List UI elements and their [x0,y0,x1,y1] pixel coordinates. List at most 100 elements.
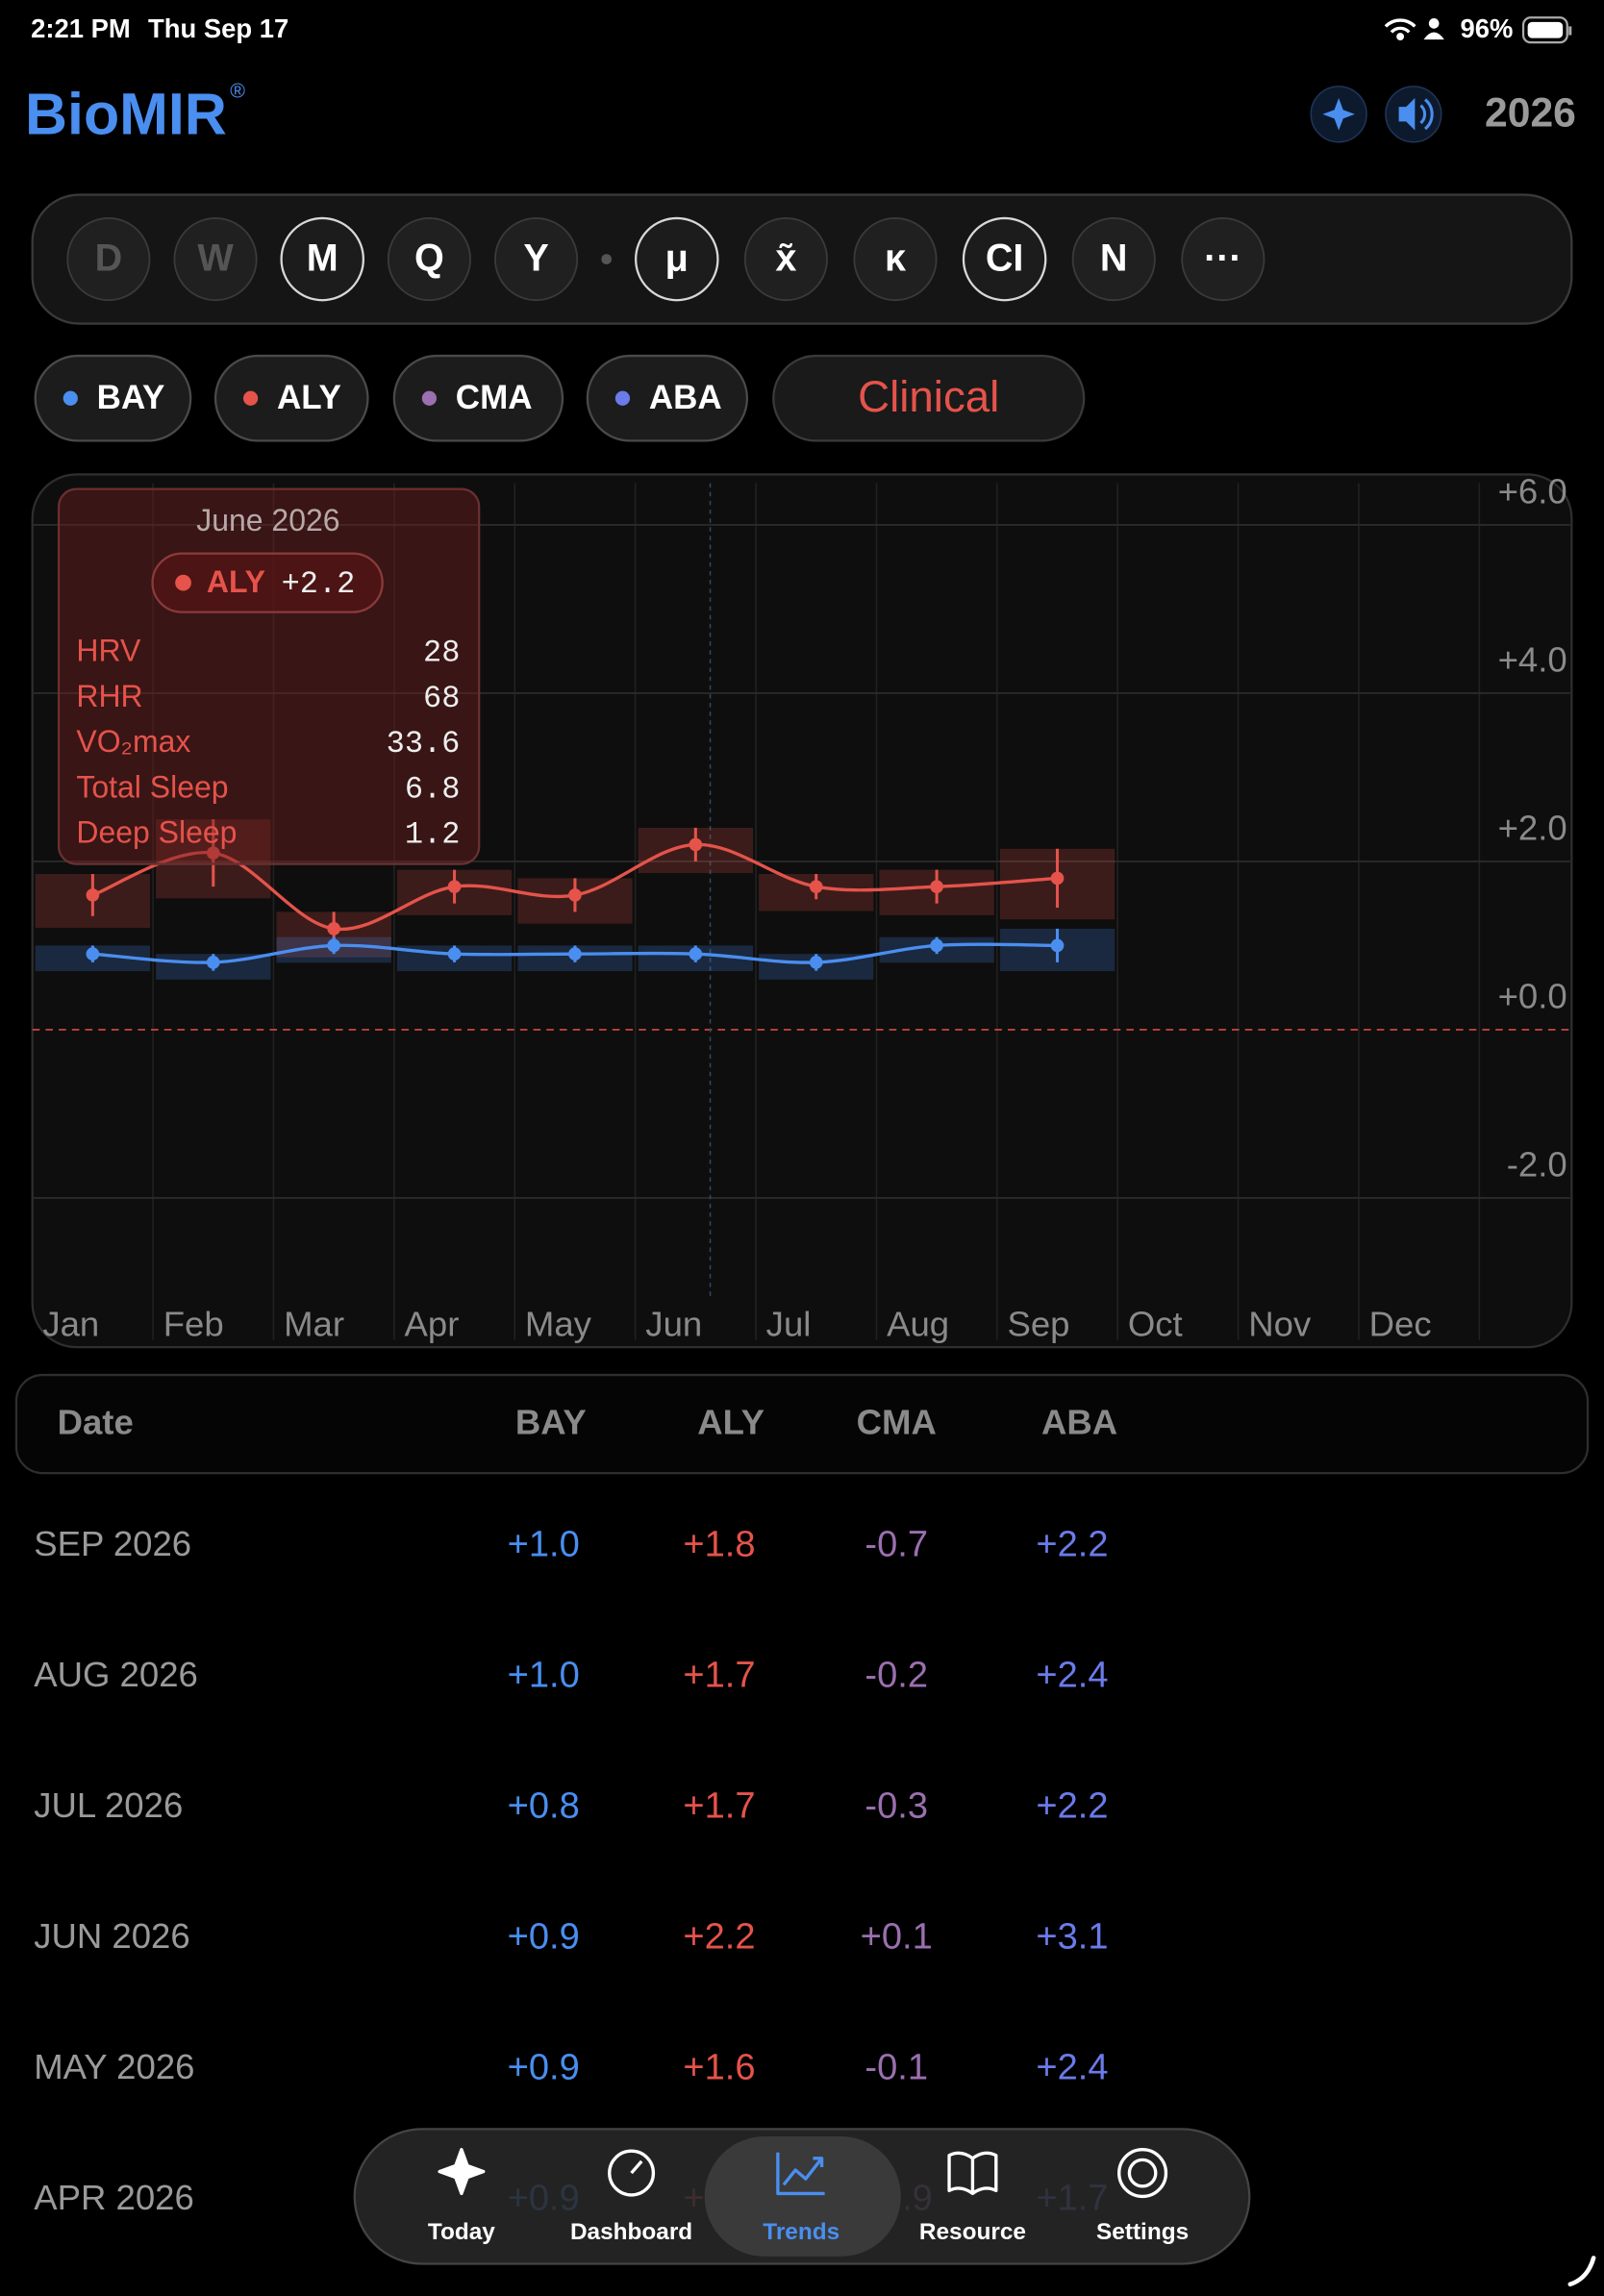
tab-icon [608,2149,656,2197]
data-point [86,947,100,961]
period-button-label: Q [414,237,444,280]
tooltip-chip-dot [175,574,191,591]
tab-icon [947,2151,998,2196]
table-row[interactable]: JUN 2026 +0.9 +2.2 +0.1 +3.1 [34,1916,1108,1957]
table-row[interactable]: JUL 2026 +0.8 +1.7 -0.3 +2.2 [34,1785,1108,1826]
tab[interactable]: Today [428,2148,495,2245]
period-button[interactable]: W [173,217,258,302]
period-button-label: ··· [1204,237,1242,280]
table-value: +1.6 [683,2047,755,2087]
period-button[interactable]: ··· [1181,217,1266,302]
tab-label: Today [428,2219,495,2245]
period-button[interactable]: M [280,216,365,302]
series-chip[interactable]: CMA [392,354,564,442]
period-button[interactable]: D [66,217,151,302]
tooltip-metric-value: 28 [423,636,460,671]
table-value: +3.1 [1036,1916,1108,1957]
period-button-label: N [1100,237,1128,280]
clinical-button-bg [772,354,1086,442]
sound-button[interactable] [1385,86,1442,143]
tab-label: Dashboard [570,2219,692,2245]
period-button[interactable]: κ [853,217,938,302]
period-button-bg [635,216,719,302]
data-point [447,947,462,961]
tab-bar: Today Dashboard Trends Resource Settings [353,2128,1251,2265]
registered-mark: ® [230,80,245,103]
tooltip-value: +2.2 [282,566,356,602]
period-button-label: M [307,237,338,280]
period-button-bg [962,216,1047,302]
x-tick-label: Sep [1007,1304,1069,1343]
data-point [206,956,220,969]
tab[interactable]: Resource [919,2151,1026,2245]
table-value: +1.7 [683,1785,755,1826]
tooltip-metric: VO₂max [76,724,190,759]
table-row[interactable]: SEP 2026 +1.0 +1.8 -0.7 +2.2 [34,1524,1108,1564]
table-value: -0.7 [865,1524,928,1564]
table-value: +2.2 [1036,1524,1108,1564]
tab[interactable]: Settings [1096,2148,1189,2245]
series-chip-label: ABA [649,379,722,416]
period-button[interactable]: Q [387,217,471,302]
tooltip-chip [151,552,384,613]
data-point [568,947,582,961]
x-tick-label: May [525,1304,592,1343]
series-chip[interactable]: ALY [213,354,369,442]
table-value: +2.2 [1036,1785,1108,1826]
battery-level: 96% [1461,13,1514,43]
tooltip-title: June 2026 [196,503,339,537]
status-time: 2:21 PM [31,13,131,43]
tab-icon [1117,2148,1168,2199]
table-row[interactable]: MAY 2026 +0.9 +1.6 -0.1 +2.4 [34,2047,1108,2087]
series-chip-bg [34,354,192,442]
x-tick-label: Jun [645,1304,702,1343]
period-button-bg [853,217,938,302]
period-button-bg [173,217,258,302]
battery-icon [1521,16,1572,44]
clinical-button[interactable]: Clinical [772,354,1086,442]
x-tick-label: Apr [405,1304,460,1343]
y-tick-label: +4.0 [1498,640,1567,680]
tab[interactable]: Trends [704,2135,901,2257]
period-button-label: W [197,237,234,280]
ai-button[interactable] [1310,86,1367,143]
y-tick-label: -2.0 [1507,1145,1567,1185]
table-value: +2.4 [1036,2047,1108,2087]
x-tick-label: Jan [42,1304,99,1343]
series [35,819,1115,958]
wifi-icon [1384,18,1416,41]
table-value: -0.1 [865,2047,928,2087]
table-value: +0.8 [508,1785,580,1826]
tab[interactable]: Dashboard [570,2149,692,2245]
data-point [930,880,943,894]
series-chip-bg [586,354,749,442]
person-icon [1423,18,1444,40]
tooltip-metric-value: 68 [423,681,460,716]
period-button-label: x̃ [775,237,796,280]
period-button-label: Y [523,237,548,280]
series-chip[interactable]: BAY [34,354,192,442]
y-tick-label: +0.0 [1498,977,1567,1016]
tooltip: June 2026 ALY +2.2 HRV 28 RHR 68 VO₂max 33.6 Tota… [57,487,481,865]
data-point [689,947,703,961]
tooltip-metric-value: 1.2 [405,817,461,853]
period-button[interactable]: CI [962,216,1047,302]
table-value: +1.0 [508,1524,580,1564]
table-value: -0.2 [865,1655,928,1695]
series-chip[interactable]: ABA [586,354,749,442]
table-date: JUL 2026 [34,1785,183,1825]
chart: +6.0 +4.0 +2.0 +0.0 -2.0 Jan Feb Mar Apr May Jun Ju… [32,472,1570,1343]
x-tick-label: Aug [887,1304,949,1343]
series [35,928,1115,980]
period-button[interactable]: Y [494,217,579,302]
table-value: +0.9 [508,2047,580,2087]
period-button[interactable]: N [1071,217,1156,302]
x-tick-label: Dec [1369,1304,1432,1343]
period-button[interactable]: μ [635,216,719,302]
period-button[interactable]: x̃ [743,217,828,302]
table-value: +2.2 [683,1916,755,1957]
app-title: BioMIR [25,81,227,146]
table-row[interactable]: AUG 2026 +1.0 +1.7 -0.2 +2.4 [34,1655,1108,1695]
